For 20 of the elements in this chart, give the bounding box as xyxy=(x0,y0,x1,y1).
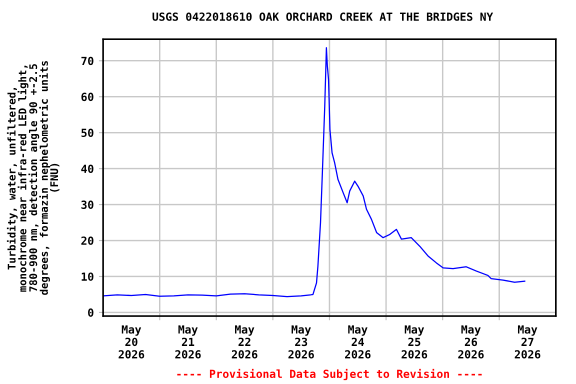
y-tick-label: 30 xyxy=(81,200,94,209)
x-tick-label: May 22 2026 xyxy=(232,325,258,359)
x-tick-label: May 25 2026 xyxy=(402,325,428,359)
y-tick-label: 10 xyxy=(82,272,94,281)
x-tick-label: May 21 2026 xyxy=(175,325,201,359)
x-tick-label: May 26 2026 xyxy=(458,325,484,359)
y-tick-label: 50 xyxy=(81,128,94,138)
line-series xyxy=(103,47,526,298)
y-tick-label: 60 xyxy=(81,92,94,102)
y-tick-label: 70 xyxy=(81,56,94,66)
x-tick-label: May 20 2026 xyxy=(118,325,144,359)
x-tick-label: May 23 2026 xyxy=(288,325,314,359)
text: ---- Provisional Data Subject to Revision ---- xyxy=(177,368,482,380)
y-axis-title: Turbidity, water, unfiltered, monochrome near infra-red LED light, 780-900 nm, detection angle 90 +-2.5 degrees, formazin nephelometric units (FNU) xyxy=(6,61,60,295)
chart-title: USGS 0422018610 OAK ORCHARD CREEK AT THE BRIDGES NY xyxy=(152,12,494,21)
y-tick-label: 40 xyxy=(81,164,94,173)
y-tick-label: 0 xyxy=(88,308,94,317)
y-tick-label: 20 xyxy=(81,236,94,245)
x-tick-label: May 27 2026 xyxy=(514,325,540,359)
x-tick-label: May 24 2026 xyxy=(345,325,371,359)
